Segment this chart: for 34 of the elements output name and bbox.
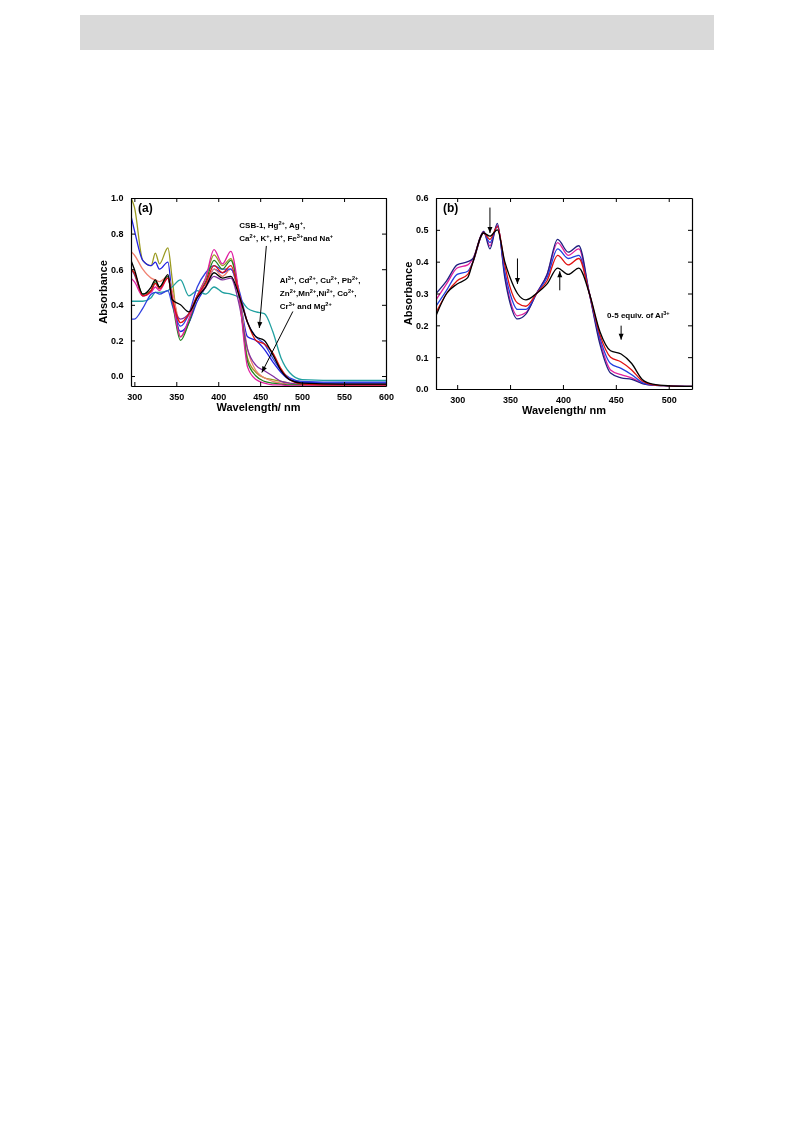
x-tick-label: 350 bbox=[503, 394, 519, 405]
y-tick-label: 0.2 bbox=[110, 335, 124, 346]
x-tick-label: 500 bbox=[661, 394, 677, 405]
y-axis-title: Absorbance bbox=[97, 260, 109, 324]
x-tick-label: 600 bbox=[378, 391, 395, 402]
annotation: (b) bbox=[443, 201, 459, 215]
y-tick-label: 0.4 bbox=[110, 300, 124, 311]
y-tick-label: 0.0 bbox=[415, 384, 429, 395]
y-tick-label: 1.0 bbox=[110, 193, 124, 204]
x-tick-label: 550 bbox=[337, 391, 353, 402]
y-tick-label: 0.3 bbox=[415, 288, 429, 299]
x-tick-label: 300 bbox=[450, 394, 466, 405]
y-tick-label: 0.2 bbox=[415, 320, 429, 331]
x-axis-title: Wavelength/ nm bbox=[522, 404, 607, 416]
x-tick-label: 350 bbox=[169, 391, 185, 402]
x-tick-label: 500 bbox=[295, 391, 311, 402]
y-axis-title: Absorbance bbox=[402, 261, 414, 326]
x-tick-label: 450 bbox=[253, 391, 269, 402]
text: Al$^{3+}$, Cd$^{2+}$, Cu$^{2+}$, Pb$^{2+}$, Zn$^{2+}$,Mn$^{2+}$,Ni$^{2+}$, Co$^{2+}$, Cr$^{3+}$ and Mg$^{2+}$ bbox=[279, 275, 361, 312]
y-tick-label: 0.8 bbox=[110, 228, 124, 239]
y-tick-label: 0.0 bbox=[110, 371, 124, 382]
text: CSB-1, Hg$^{2+}$, Ag$^{+}$, Ca$^{2+}$, K$^{+}$, H$^{+}$, Fe$^{3+}$and Na$^{+}$ bbox=[239, 219, 334, 243]
x-axis-title: Wavelength/ nm bbox=[216, 401, 301, 413]
x-tick-label: 450 bbox=[608, 394, 624, 405]
y-tick-label: 0.6 bbox=[415, 193, 429, 204]
y-tick-label: 0.6 bbox=[110, 264, 124, 275]
x-tick-label: 400 bbox=[555, 394, 571, 405]
y-tick-label: 0.4 bbox=[415, 257, 429, 268]
x-tick-label: 300 bbox=[127, 391, 143, 402]
x-tick-label: 400 bbox=[211, 391, 227, 402]
annotation: (a) bbox=[138, 201, 153, 215]
annotation: 0-5 equiv. of Al$^{3+}$ bbox=[607, 309, 671, 320]
y-tick-label: 0.5 bbox=[415, 225, 429, 236]
y-tick-label: 0.1 bbox=[415, 352, 429, 363]
